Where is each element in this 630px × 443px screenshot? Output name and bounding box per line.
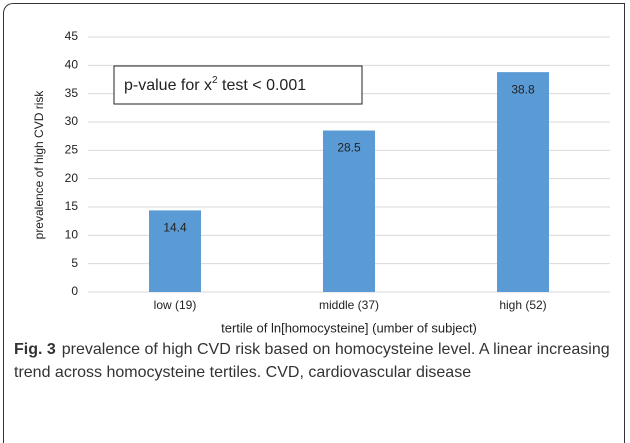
y-tick-label: 30: [65, 114, 79, 128]
y-tick-label: 5: [71, 256, 78, 270]
bar: [323, 130, 375, 292]
y-tick-label: 45: [65, 29, 79, 43]
y-tick-label: 0: [71, 284, 78, 298]
value-label: 28.5: [337, 141, 361, 155]
y-tick-label: 20: [65, 171, 79, 185]
value-label: 38.8: [511, 82, 535, 96]
x-tick-label: middle (37): [319, 298, 379, 312]
caption: Fig. 3 prevalence of high CVD risk based …: [14, 338, 614, 384]
annotation-text: p-value for x: [124, 77, 212, 94]
caption-text: prevalence of high CVD risk based on hom…: [14, 341, 610, 381]
annotation-box: [113, 65, 363, 105]
figure-frame: [3, 3, 625, 443]
y-tick-label: 15: [65, 199, 79, 213]
value-label: 14.4: [163, 221, 187, 235]
x-tick-label: low (19): [154, 298, 197, 312]
y-axis-label: prevalence of high CVD risk: [32, 90, 46, 240]
caption-label: Fig. 3: [14, 341, 56, 358]
x-tick-label: high (52): [499, 298, 546, 312]
y-tick-label: 10: [65, 228, 79, 242]
bar: [149, 210, 201, 292]
annotation-sup: 2: [212, 75, 218, 86]
bar: [497, 72, 549, 292]
x-axis-label: tertile of ln[homocysteine] (umber of su…: [221, 320, 477, 335]
chart: prevalence of high CVD risk tertile of l…: [32, 29, 610, 335]
y-tick-label: 25: [65, 143, 79, 157]
annotation-after: test < 0.001: [218, 77, 307, 94]
y-tick-label: 35: [65, 86, 79, 100]
annotation: p-value for x2 test < 0.001: [124, 75, 306, 95]
y-tick-label: 40: [65, 58, 79, 72]
